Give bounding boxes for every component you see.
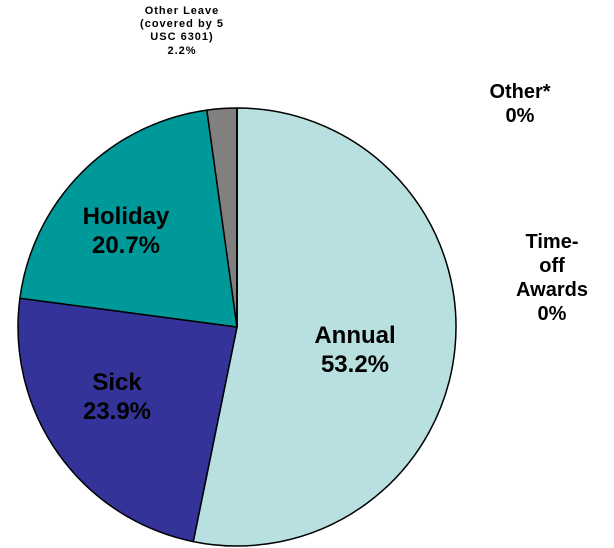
slice-label: Other Leave (covered by 5 USC 6301) 2.2% bbox=[140, 5, 224, 58]
category-label: Holiday bbox=[82, 203, 170, 230]
category-label: Other Leave (covered by 5 USC 6301) bbox=[140, 5, 224, 44]
category-label: Time-off Awards bbox=[516, 231, 588, 301]
category-label: Sick bbox=[92, 369, 142, 396]
category-label: Annual bbox=[314, 322, 396, 349]
pie-slice bbox=[19, 109, 238, 328]
value-label: 0% bbox=[505, 105, 535, 127]
value-label: 0% bbox=[537, 303, 567, 325]
value-label: 53.2% bbox=[320, 350, 390, 378]
slice-label: Holiday 20.7% bbox=[83, 203, 170, 261]
slice-label: Other* 0% bbox=[489, 80, 550, 128]
value-label: 23.9% bbox=[82, 397, 152, 425]
pie-slice bbox=[192, 107, 457, 547]
slice-label: Time-off Awards 0% bbox=[516, 230, 588, 326]
value-label: 20.7% bbox=[91, 231, 161, 259]
category-label: Other* bbox=[489, 81, 551, 103]
value-label: 2.2% bbox=[167, 44, 197, 57]
pie-slice bbox=[17, 297, 238, 543]
slice-label: Sick 23.9% bbox=[83, 369, 151, 427]
slice-label: Annual 53.2% bbox=[314, 322, 395, 380]
